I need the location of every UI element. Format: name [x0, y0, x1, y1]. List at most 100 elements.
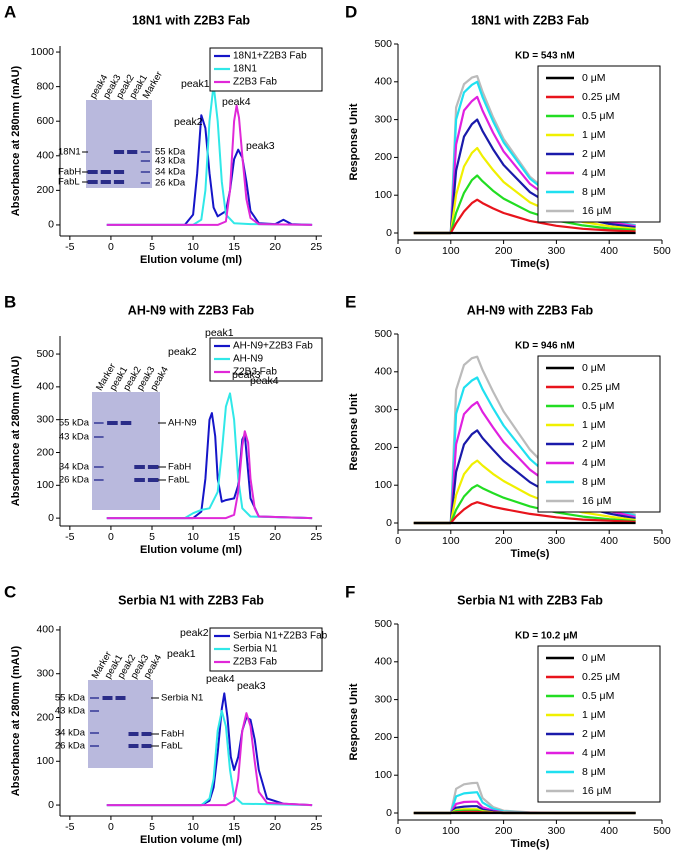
chart-title: Serbia N1 with Z2B3 Fab: [118, 593, 264, 607]
kd-annotation: KD = 543 nM: [515, 51, 575, 62]
legend-label: 0 μM: [582, 72, 606, 84]
x-tick-label: 5: [149, 531, 155, 543]
data-line: [413, 174, 636, 235]
y-tick-label: 400: [36, 381, 54, 393]
x-tick-label: 25: [310, 821, 322, 833]
panel: A 18N1 with Z2B3 Fab Absorbance at 280nm (…: [4, 2, 323, 266]
x-tick-label: 25: [310, 531, 322, 543]
protein-label: FabH: [58, 167, 81, 178]
x-tick-label: 200: [495, 535, 513, 547]
chart-title: 18N1 with Z2B3 Fab: [132, 13, 250, 27]
legend-label: AH-N9: [233, 354, 263, 365]
gel-band: [140, 160, 150, 162]
y-tick-label: 300: [374, 693, 392, 705]
legend-label: 1 μM: [582, 129, 606, 141]
x-tick-label: 200: [495, 825, 513, 837]
legend-label: 0.25 μM: [582, 381, 620, 393]
x-tick-label: 500: [653, 825, 671, 837]
legend-label: 0 μM: [582, 362, 606, 374]
x-tick-label: 200: [495, 245, 513, 257]
x-axis-label: Time(s): [511, 548, 550, 560]
legend-label: 8 μM: [582, 186, 606, 198]
x-tick-label: 20: [269, 241, 281, 253]
gel-band: [102, 696, 113, 700]
legend-label: 16 μM: [582, 205, 611, 217]
data-line: [106, 692, 313, 807]
gel-band: [120, 421, 132, 425]
protein-label: AH-N9: [168, 418, 197, 429]
data-line: [106, 104, 313, 226]
legend-label: Serbia N1+Z2B3 Fab: [233, 631, 328, 642]
gel-band: [100, 170, 111, 174]
marker-label: 26 kDa: [55, 741, 86, 752]
peak-label: peak3: [232, 369, 261, 381]
legend-label: 2 μM: [582, 148, 606, 160]
legend-label: 16 μM: [582, 785, 611, 797]
gel-band: [140, 171, 150, 173]
legend-box: [537, 65, 661, 223]
gel-band: [128, 744, 139, 748]
gel-band: [90, 745, 99, 747]
gel-band: [94, 466, 104, 468]
data-line: [106, 430, 313, 520]
y-tick-label: 200: [36, 446, 54, 458]
gel-band: [113, 170, 125, 174]
y-tick-label: 500: [374, 618, 392, 630]
legend-label: 4 μM: [582, 457, 606, 469]
protein-label: Serbia N1: [161, 693, 203, 704]
gel-band: [87, 170, 98, 174]
legend-label: 0.25 μM: [582, 91, 620, 103]
gel: [86, 100, 152, 188]
x-tick-label: 15: [228, 531, 240, 543]
data-line: [413, 198, 636, 235]
x-tick-label: 5: [149, 241, 155, 253]
marker-label: 34 kDa: [59, 462, 90, 473]
gel-band: [141, 732, 152, 736]
gel-band: [113, 150, 125, 154]
gel-band: [94, 436, 104, 438]
chart-title: Serbia N1 with Z2B3 Fab: [457, 593, 603, 607]
peak-label: peak2: [168, 346, 197, 358]
kd-annotation: KD = 946 nM: [515, 341, 575, 352]
legend-label: 0.5 μM: [582, 690, 614, 702]
protein-label: FabL: [168, 475, 190, 486]
y-tick-label: 0: [386, 227, 392, 239]
x-tick-label: -5: [65, 241, 74, 253]
y-tick-label: 500: [374, 38, 392, 50]
legend-label: 1 μM: [582, 419, 606, 431]
gel-band: [94, 422, 104, 424]
gel-band: [147, 478, 159, 482]
x-tick-label: 5: [149, 821, 155, 833]
gel-band: [134, 478, 145, 482]
x-tick-label: 100: [442, 825, 460, 837]
marker-label: 43 kDa: [59, 432, 90, 443]
panel-letter: F: [345, 582, 355, 601]
x-tick-label: 20: [269, 821, 281, 833]
y-axis-label: Absorbance at 280nm (mAU): [10, 65, 22, 216]
y-tick-label: 400: [374, 656, 392, 668]
y-tick-label: 200: [36, 711, 54, 723]
gel: [88, 680, 153, 768]
y-axis-label: Response Unit: [348, 683, 360, 760]
marker-label: 26 kDa: [59, 475, 90, 486]
panel-letter: E: [345, 292, 356, 311]
y-tick-label: 200: [374, 731, 392, 743]
protein-label: FabL: [161, 741, 183, 752]
x-tick-label: 100: [442, 535, 460, 547]
y-tick-label: 500: [36, 348, 54, 360]
panel-letter: A: [4, 2, 16, 21]
x-tick-label: -5: [65, 531, 74, 543]
data-line: [106, 412, 313, 520]
legend-label: Z2B3 Fab: [233, 657, 277, 668]
gel: [92, 392, 160, 510]
peak-label: peak1: [181, 78, 210, 90]
y-tick-label: 800: [36, 80, 54, 92]
y-axis-label: Absorbance at 280nm (mAU): [10, 355, 22, 506]
peak-label: peak4: [222, 96, 251, 108]
panel: B AH-N9 with Z2B3 Fab Absorbance at 280nm …: [4, 292, 323, 556]
protein-label: FabH: [168, 462, 191, 473]
gel-band: [90, 710, 99, 712]
peak-label: peak2: [180, 627, 209, 639]
legend-label: Z2B3 Fab: [233, 367, 277, 378]
y-axis-label: Response Unit: [348, 393, 360, 470]
